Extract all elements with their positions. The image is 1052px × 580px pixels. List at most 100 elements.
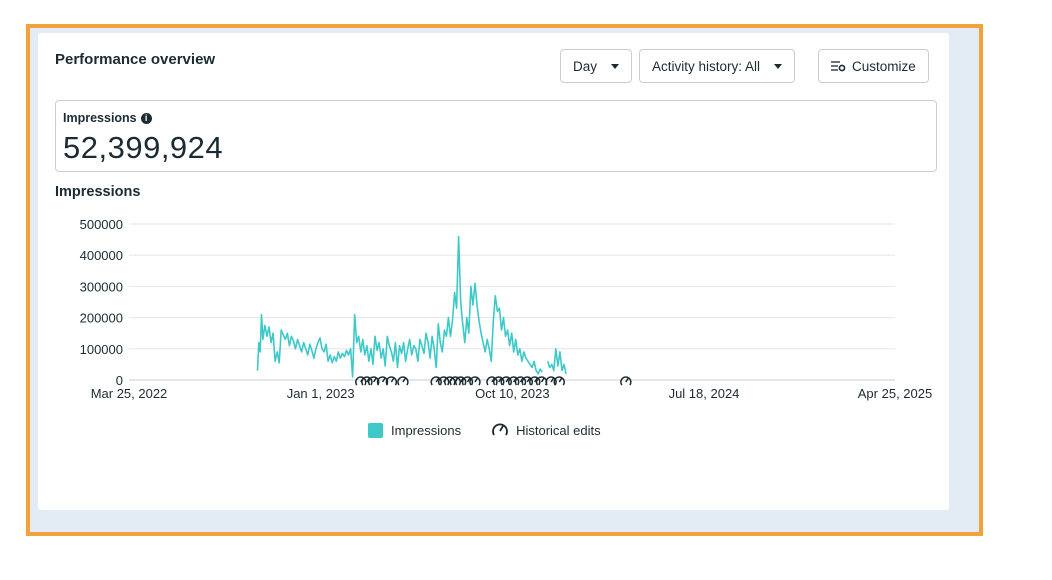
x-tick-label: Apr 25, 2025 — [858, 386, 932, 401]
historical-edit-arc — [437, 376, 450, 386]
historical-edit-marker — [367, 376, 380, 386]
historical-edit-marker — [385, 376, 398, 386]
historical-edit-marker — [529, 376, 541, 386]
historical-edit-needle — [466, 377, 471, 383]
historical-edit-marker — [545, 376, 557, 386]
impressions-metric-card[interactable]: Impressions i 52,399,924 — [55, 100, 937, 172]
historical-edit-needle — [513, 377, 517, 383]
historical-edit-marker — [514, 376, 527, 386]
historical-edit-marker — [454, 376, 467, 386]
legend-label-impressions: Impressions — [391, 422, 462, 438]
historical-edit-needle — [373, 377, 377, 383]
historical-edit-needle — [366, 377, 371, 383]
chart-title: Impressions — [55, 184, 141, 200]
historical-edit-arc — [493, 376, 505, 386]
historical-edit-marker — [620, 376, 632, 386]
historical-edit-needle — [625, 377, 629, 383]
y-tick-label: 200000 — [80, 311, 123, 326]
series-line-impressions — [256, 235, 543, 378]
historical-edit-arc — [461, 376, 474, 386]
customize-button[interactable]: Customize — [818, 49, 929, 83]
historical-edit-arc — [620, 376, 632, 386]
x-tick-label: Jul 18, 2024 — [669, 386, 740, 401]
historical-edit-marker — [486, 376, 498, 386]
legend-item-impressions[interactable]: Impressions — [368, 422, 462, 438]
historical-edit-needle — [498, 377, 502, 383]
historical-edit-marker — [535, 376, 548, 386]
chevron-down-icon — [774, 63, 783, 69]
historical-edit-marker — [507, 376, 520, 386]
historical-edit-marker — [493, 376, 505, 386]
metric-label: Impressions — [63, 111, 137, 125]
y-tick-label: 300000 — [80, 279, 123, 294]
historical-edit-needle — [402, 377, 407, 383]
historical-edit-marker — [521, 376, 534, 386]
y-tick-label: 100000 — [80, 342, 123, 357]
chevron-down-icon — [611, 63, 620, 69]
historical-edit-needle — [435, 377, 440, 383]
day-dropdown[interactable]: Day — [560, 49, 633, 83]
historical-edit-arc — [486, 376, 498, 386]
historical-edit-needle — [491, 377, 496, 383]
historical-edit-arc — [444, 376, 456, 386]
legend-label-historical-edits: Historical edits — [516, 422, 601, 438]
y-tick-label: 400000 — [80, 248, 123, 263]
historical-edit-needle — [519, 377, 524, 383]
day-dropdown-label: Day — [573, 58, 598, 74]
series-line-impressions — [546, 348, 567, 374]
historical-edit-needle — [505, 377, 510, 383]
chart-legend: Impressions Historical edits — [368, 422, 631, 438]
historical-edit-needle — [526, 377, 531, 383]
metric-value: 52,399,924 — [63, 130, 224, 165]
historical-edit-arc — [469, 376, 481, 386]
customize-label: Customize — [852, 58, 916, 74]
historical-edit-marker — [397, 376, 409, 386]
historical-edit-marker — [361, 376, 373, 386]
y-tick-label: 0 — [116, 373, 123, 388]
historical-edit-arc — [507, 376, 520, 386]
historical-edit-needle — [474, 377, 479, 383]
performance-card: Performance overview Day Activity histor… — [38, 33, 949, 510]
historical-edit-marker — [430, 376, 442, 386]
historical-edit-arc — [430, 376, 442, 386]
historical-edit-needle — [558, 377, 563, 383]
historical-edit-marker — [376, 376, 389, 386]
info-icon[interactable]: i — [140, 112, 152, 124]
historical-edit-marker — [461, 376, 474, 386]
historical-edit-arc — [361, 376, 373, 386]
historical-edit-arc — [376, 376, 389, 386]
historical-edit-arc — [355, 376, 367, 386]
historical-edit-arc — [397, 376, 409, 386]
historical-edit-needle — [381, 377, 386, 383]
activity-history-label: Activity history: All — [652, 58, 761, 74]
legend-swatch-impressions — [368, 422, 383, 438]
historical-edit-marker — [500, 376, 512, 386]
x-tick-label: Jan 1, 2023 — [287, 386, 355, 401]
y-tick-label: 500000 — [80, 217, 123, 232]
historical-edit-arc — [545, 376, 557, 386]
historical-edit-arc — [514, 376, 527, 386]
historical-edit-marker — [553, 376, 565, 386]
screenshot-frame: Performance overview Day Activity histor… — [26, 24, 983, 536]
x-tick-label: Oct 10, 2023 — [475, 386, 549, 401]
historical-edit-arc — [500, 376, 512, 386]
historical-edit-arc — [449, 376, 461, 386]
historical-edit-needle — [390, 377, 395, 383]
metric-label-row: Impressions i — [63, 111, 152, 125]
historical-edit-needle — [540, 377, 545, 383]
x-tick-label: Mar 25, 2022 — [91, 386, 168, 401]
activity-history-dropdown[interactable]: Activity history: All — [639, 49, 796, 83]
historical-edit-arc — [367, 376, 380, 386]
historical-edit-needle — [550, 377, 555, 383]
historical-edit-arc — [553, 376, 565, 386]
historical-edit-arc — [529, 376, 541, 386]
historical-edit-arc — [385, 376, 398, 386]
legend-item-historical-edits[interactable]: Historical edits — [491, 422, 601, 438]
impressions-chart: 0 100000 200000 300000 400000 500000 Mar 25, 2… — [80, 217, 933, 401]
historical-edit-icon — [492, 423, 508, 436]
historical-edit-marker — [469, 376, 481, 386]
historical-edit-arc — [454, 376, 467, 386]
customize-icon — [831, 60, 846, 71]
page-title: Performance overview — [55, 51, 216, 68]
historical-edit-needle — [534, 377, 538, 383]
